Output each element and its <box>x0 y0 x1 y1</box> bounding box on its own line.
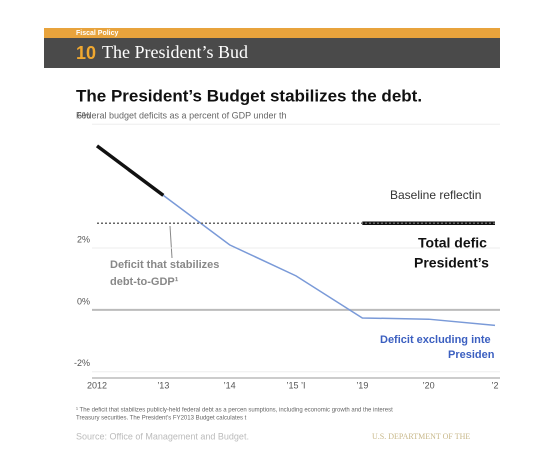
section-label: Fiscal Policy <box>76 30 119 37</box>
x-tick-label: ’2 <box>491 380 498 390</box>
chart-subtitle: Federal budget deficits as a percent of … <box>76 110 286 120</box>
x-tick-label: ’15 ’I <box>286 380 305 390</box>
footnote: Treasury securities. The President’s FY2… <box>76 416 247 422</box>
chart-title: The President’s Budget stabilizes the de… <box>76 86 422 105</box>
footnote: ¹ The deficit that stabilizes publicly-h… <box>76 408 393 414</box>
annotation: Total defic <box>418 235 487 251</box>
annotation-leader <box>169 225 173 259</box>
y-tick-label: -2% <box>74 358 90 368</box>
annotation: Deficit excluding inte <box>380 334 491 346</box>
section-number: 10 <box>76 43 96 63</box>
series-line <box>95 144 495 225</box>
y-tick-label: 2% <box>77 234 90 244</box>
annotation: Baseline reflectin <box>390 188 481 202</box>
annotation: Deficit that stabilizes <box>110 259 219 271</box>
y-tick-label: 0% <box>77 296 90 306</box>
annotation: Presiden <box>448 349 495 361</box>
x-tick-label: ’13 <box>157 380 169 390</box>
header-bar <box>44 38 500 68</box>
source: Source: Office of Management and Budget. <box>76 431 249 441</box>
series-line <box>162 194 496 327</box>
annotation: debt-to-GDP¹ <box>110 276 179 288</box>
annotation: President’s <box>414 255 489 271</box>
x-tick-label: 2012 <box>87 380 107 390</box>
header-band <box>44 28 500 38</box>
y-tick-label: 6% <box>77 111 90 121</box>
credit: U.S. DEPARTMENT OF THE <box>372 432 470 441</box>
x-tick-label: ’14 <box>224 380 236 390</box>
x-tick-label: ’20 <box>423 380 435 390</box>
x-tick-label: ’19 <box>356 380 368 390</box>
header-title: The President’s Bud <box>102 42 248 62</box>
